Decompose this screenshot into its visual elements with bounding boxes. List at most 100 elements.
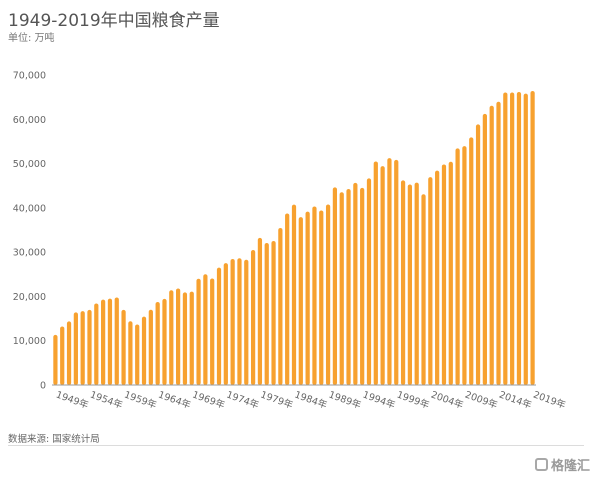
y-tick-label: 40,000 [13, 203, 46, 214]
bar-1993 [353, 182, 358, 385]
bar-2005 [435, 170, 440, 385]
bar-2001 [407, 184, 412, 385]
bar-1952 [73, 312, 78, 385]
bar-1957 [107, 298, 113, 385]
x-tick-label: 1989年 [327, 389, 363, 412]
bar-1998 [387, 158, 392, 385]
bar-2010 [469, 137, 474, 385]
bar-1996 [373, 161, 378, 385]
y-tick-label: 10,000 [13, 336, 46, 347]
bar-1972 [210, 278, 215, 385]
bar-1987 [312, 206, 317, 385]
x-tick-label: 1949年 [54, 389, 90, 412]
unit-label: 单位: 万吨 [8, 33, 55, 44]
bar-2016 [510, 92, 515, 386]
bar-1985 [298, 217, 303, 385]
bar-2013 [489, 105, 494, 385]
bar-2000 [400, 180, 406, 385]
bar-2009 [462, 146, 467, 385]
bar-1964 [155, 301, 160, 385]
bar-1974 [223, 263, 228, 385]
bar-1990 [332, 187, 338, 385]
bar-1956 [101, 299, 106, 385]
y-tick-label: 30,000 [13, 248, 46, 259]
bar-1951 [66, 321, 72, 385]
x-tick-label: 1979年 [259, 389, 295, 412]
y-tick-label: 50,000 [13, 159, 46, 170]
y-tick-label: 20,000 [13, 292, 46, 303]
x-tick-label: 1999年 [395, 389, 431, 412]
bar-1969 [189, 291, 194, 385]
bar-1997 [380, 166, 385, 385]
bar-2002 [414, 182, 419, 385]
bar-1994 [360, 187, 365, 385]
watermark: 格隆汇 [534, 455, 590, 474]
x-tick-label: 1954年 [88, 389, 124, 412]
bar-1970 [196, 278, 201, 385]
divider [8, 445, 584, 446]
bar-1982 [278, 228, 283, 385]
bar-1954 [87, 309, 92, 385]
logo-icon [534, 458, 548, 471]
bar-2003 [421, 194, 426, 385]
x-tick-label: 1964年 [157, 389, 193, 412]
bar-1966 [169, 290, 174, 385]
bar-1973 [216, 267, 222, 385]
bar-2011 [475, 124, 481, 385]
bar-1962 [141, 316, 147, 385]
watermark-text: 格隆汇 [550, 459, 590, 474]
bar-1961 [135, 324, 140, 385]
bar-1977 [244, 259, 249, 385]
bar-2017 [516, 92, 522, 385]
bar-2006 [441, 164, 447, 385]
x-tick-label: 2019年 [532, 389, 568, 412]
y-tick-label: 60,000 [13, 115, 46, 126]
bar-2004 [428, 177, 433, 385]
bar-1981 [271, 241, 276, 385]
bar-1988 [319, 210, 324, 385]
x-tick-label: 1959年 [123, 389, 159, 412]
bars [53, 91, 535, 386]
bar-2007 [448, 161, 453, 385]
bar-1958 [114, 297, 119, 385]
bar-2015 [503, 92, 508, 385]
bar-1949 [53, 334, 58, 385]
y-tick-label: 70,000 [13, 71, 46, 82]
bar-1980 [264, 243, 269, 385]
chart-title: 1949-2019年中国粮食产量 [8, 11, 220, 31]
bar-1975 [230, 259, 235, 385]
bar-1986 [305, 211, 310, 385]
bar-chart: 0 10,000 20,000 30,000 40,000 50,000 60,000 70,… [13, 71, 568, 412]
x-tick-label: 2014年 [497, 389, 533, 412]
bar-1967 [176, 288, 181, 385]
bar-1959 [121, 309, 126, 385]
bar-2018 [523, 93, 528, 386]
x-tick-label: 1994年 [361, 389, 397, 412]
bar-1979 [257, 237, 263, 385]
bar-2014 [496, 101, 501, 385]
x-tick-label: 1984年 [293, 389, 329, 412]
bar-1995 [366, 178, 372, 385]
x-tick-label: 2004年 [429, 389, 465, 412]
bar-1963 [148, 309, 153, 385]
x-tick-label: 2009年 [463, 389, 499, 412]
bar-2012 [482, 113, 487, 386]
bar-1999 [394, 159, 399, 385]
bar-1960 [128, 321, 133, 385]
data-source: 数据来源: 国家统计局 [8, 434, 100, 445]
bar-1992 [346, 188, 351, 385]
bar-1984 [291, 204, 297, 385]
bar-2008 [455, 148, 460, 385]
x-axis-labels: 1949年1954年1959年1964年1969年1974年1979年1984年… [54, 389, 567, 412]
bar-1978 [250, 250, 256, 385]
bar-1950 [60, 326, 65, 385]
bar-1983 [285, 213, 290, 385]
bar-1968 [182, 292, 188, 385]
bar-2019 [530, 91, 535, 385]
y-axis-labels: 0 10,000 20,000 30,000 40,000 50,000 60,000 70,… [13, 71, 46, 392]
bar-1953 [80, 311, 85, 385]
x-tick-label: 1974年 [225, 389, 261, 412]
x-tick-label: 1969年 [191, 389, 227, 412]
bar-1991 [339, 192, 344, 385]
bar-1971 [203, 274, 208, 385]
